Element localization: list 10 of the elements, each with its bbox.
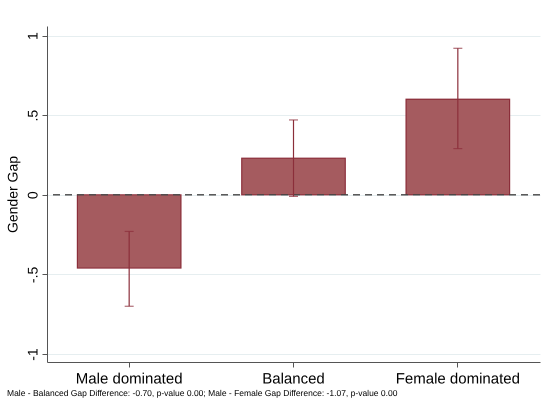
y-tick-label: -1 bbox=[24, 348, 40, 361]
y-tick-label: -.5 bbox=[24, 266, 40, 284]
x-tick-label: Male dominated bbox=[76, 370, 183, 388]
y-tick-label: .5 bbox=[24, 110, 40, 122]
y-axis-title: Gender Gap bbox=[4, 156, 20, 234]
x-tick-label: Female dominated bbox=[396, 370, 520, 388]
y-tick-label: 1 bbox=[24, 32, 40, 40]
x-tick-label: Balanced bbox=[262, 370, 325, 388]
text: Male - Balanced Gap Difference: -0.70, p-value 0.00; Male - Female Gap Difference: -1.07, p-value 0.00 bbox=[7, 388, 398, 398]
y-tick-label: 0 bbox=[24, 191, 40, 200]
